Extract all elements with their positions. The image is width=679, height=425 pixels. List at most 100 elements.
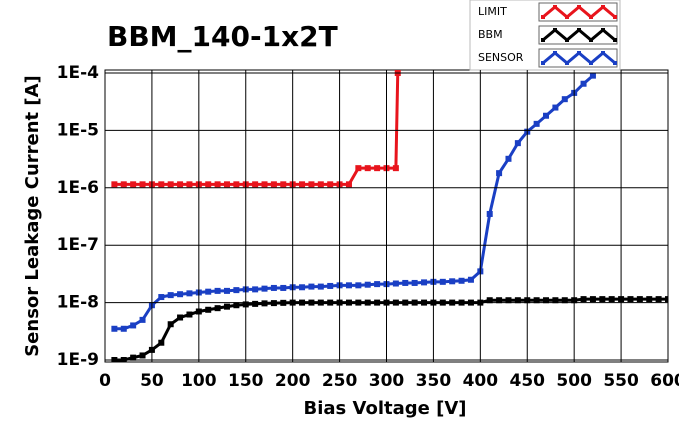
x-tick-label: 50 [140, 371, 164, 391]
data-point [496, 170, 503, 177]
y-axis-label: Sensor Leakage Current [A] [22, 75, 43, 357]
data-point [158, 339, 165, 346]
data-point [158, 294, 165, 301]
data-point [458, 277, 465, 284]
data-point [327, 282, 334, 289]
data-point [233, 287, 240, 294]
data-point [233, 302, 240, 309]
data-point [111, 325, 118, 332]
data-point [496, 297, 503, 304]
data-point [364, 165, 371, 172]
data-point [130, 354, 137, 361]
x-tick-label: 500 [556, 371, 592, 391]
legend-marker [565, 15, 569, 19]
data-point [223, 303, 230, 310]
legend-swatch-box [538, 48, 618, 68]
chart-title: BBM_140-1x2T [107, 20, 338, 53]
data-point [270, 181, 277, 188]
data-point [214, 305, 221, 312]
data-point [561, 96, 568, 103]
series-line [114, 74, 594, 331]
legend-marker [565, 61, 569, 65]
data-point [439, 278, 446, 285]
data-point [177, 314, 184, 321]
data-point [421, 279, 428, 286]
x-tick-label: 450 [510, 371, 546, 391]
data-point [486, 297, 493, 304]
data-point [646, 296, 653, 303]
data-point [308, 181, 315, 188]
y-tick-label: 1E-9 [57, 350, 99, 370]
legend-marker [577, 51, 581, 55]
data-point [223, 181, 230, 188]
data-point [449, 278, 456, 285]
x-tick-label: 0 [99, 371, 111, 391]
legend-marker [613, 38, 617, 42]
data-point [252, 300, 259, 307]
data-point [280, 181, 287, 188]
data-point [139, 181, 146, 188]
data-point [543, 297, 550, 304]
data-point [158, 181, 165, 188]
x-tick-label: 350 [416, 371, 452, 391]
legend-marker [541, 38, 545, 42]
data-point [205, 181, 212, 188]
data-point [120, 181, 127, 188]
data-point [411, 279, 418, 286]
data-point [589, 296, 596, 303]
y-tick-label: 1E-7 [57, 235, 99, 255]
data-point [505, 297, 512, 304]
data-point [392, 165, 399, 172]
data-point [580, 80, 587, 87]
data-point [345, 181, 352, 188]
data-point [167, 321, 174, 328]
y-tick-label: 1E-4 [57, 63, 99, 83]
data-point [261, 285, 268, 292]
data-point [214, 287, 221, 294]
data-point [608, 296, 615, 303]
y-tick-label: 1E-6 [57, 178, 99, 198]
data-point [392, 280, 399, 287]
data-point [111, 181, 118, 188]
x-tick-label: 150 [228, 371, 264, 391]
data-point [533, 120, 540, 127]
data-point [655, 296, 662, 303]
data-point [665, 296, 668, 303]
data-point [186, 290, 193, 297]
legend-marker [541, 61, 545, 65]
data-point [270, 284, 277, 291]
data-point [514, 297, 521, 304]
legend-label: LIMIT [478, 5, 507, 18]
data-point [214, 181, 221, 188]
data-point [299, 181, 306, 188]
legend-marker [553, 5, 557, 9]
legend-marker [601, 28, 605, 32]
data-point [252, 181, 259, 188]
data-point [261, 181, 268, 188]
data-point [167, 181, 174, 188]
legend-marker [577, 28, 581, 32]
data-point [299, 284, 306, 291]
legend-marker [601, 51, 605, 55]
legend-marker [589, 61, 593, 65]
legend-marker [553, 51, 557, 55]
x-tick-label: 200 [275, 371, 311, 391]
data-point [552, 104, 559, 111]
data-point [186, 311, 193, 318]
data-point [327, 181, 334, 188]
data-point [270, 300, 277, 307]
legend-marker [577, 5, 581, 9]
data-point [130, 322, 137, 329]
x-tick-label: 250 [322, 371, 358, 391]
legend-marker [601, 5, 605, 9]
data-point [130, 181, 137, 188]
data-point [233, 181, 240, 188]
legend-marker [589, 38, 593, 42]
data-point [561, 297, 568, 304]
legend-label: BBM [478, 28, 503, 41]
data-point [627, 296, 634, 303]
data-point [533, 297, 540, 304]
data-point [552, 297, 559, 304]
data-point [205, 288, 212, 295]
y-tick-label: 1E-8 [57, 293, 99, 313]
